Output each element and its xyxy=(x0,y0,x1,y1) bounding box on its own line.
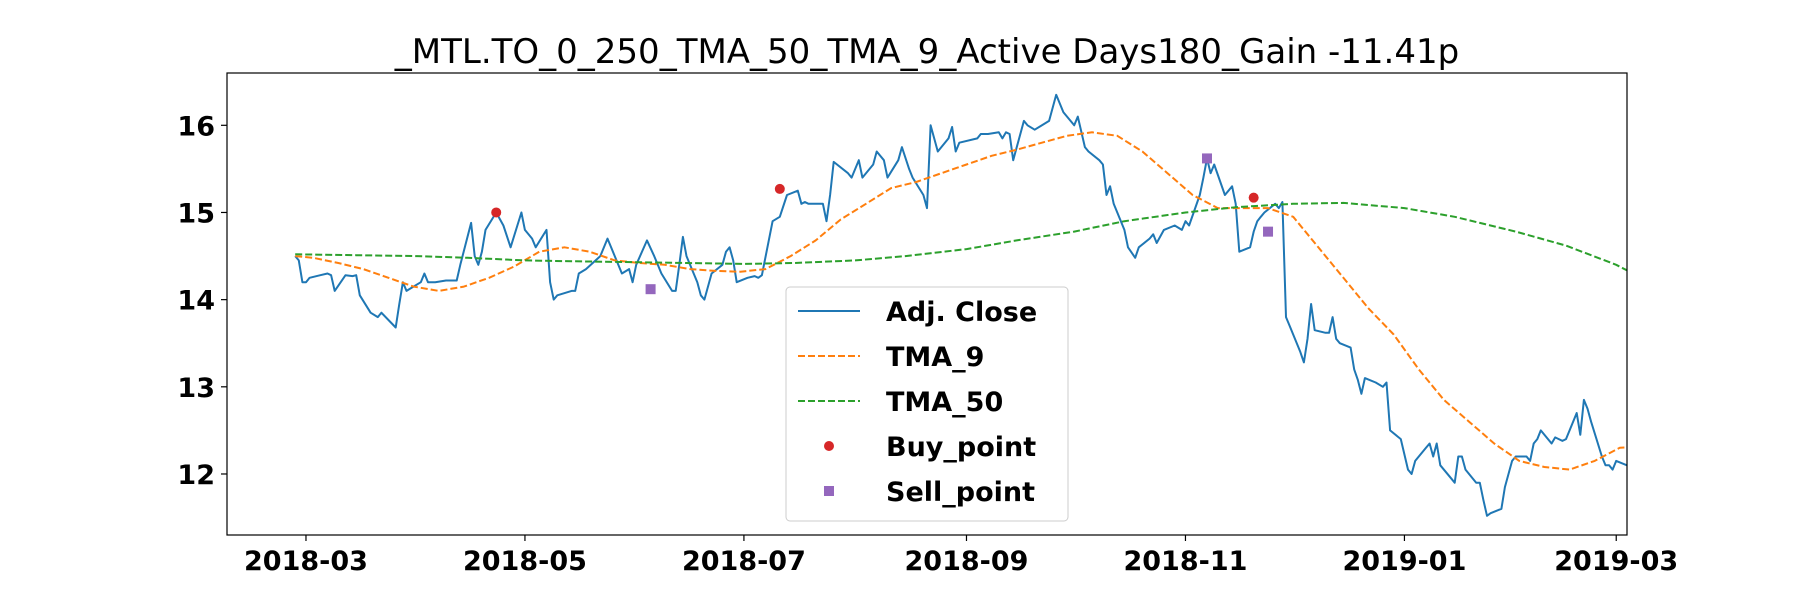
y-tick-label: 16 xyxy=(177,111,215,142)
chart-title: _MTL.TO_0_250_TMA_50_TMA_9_Active Days18… xyxy=(394,32,1459,72)
x-tick-label: 2019-01 xyxy=(1342,546,1466,577)
plot-area xyxy=(294,93,1627,517)
legend-box xyxy=(785,286,1069,522)
x-tick-label: 2018-03 xyxy=(244,546,368,577)
series-line-adj-close xyxy=(294,93,1627,517)
legend-label-adj-close: Adj. Close xyxy=(886,297,1037,328)
x-tick-label: 2018-07 xyxy=(682,546,806,577)
buy-point-marker xyxy=(1248,192,1259,203)
series-line-tma-9 xyxy=(295,131,1627,471)
axes: 12 13 14 15 16 2018-03 2018-05 2018-07 2018-09 20… xyxy=(177,72,1678,577)
legend-label-tma-9: TMA_9 xyxy=(886,342,984,373)
series-line-tma-50 xyxy=(295,201,1627,272)
x-tick-label: 2019-03 xyxy=(1554,546,1678,577)
sell-point-marker xyxy=(645,284,656,295)
legend-label-sell-point: Sell_point xyxy=(886,477,1035,508)
legend-label-tma-50: TMA_50 xyxy=(886,387,1003,418)
buy-point-marker xyxy=(491,207,502,218)
x-tick-label: 2018-09 xyxy=(905,546,1029,577)
plot-frame xyxy=(226,72,1628,536)
x-tick-label: 2018-11 xyxy=(1123,546,1247,577)
x-tick-label: 2018-05 xyxy=(463,546,587,577)
legend-label-buy-point: Buy_point xyxy=(886,432,1036,463)
legend: Adj. Close TMA_9 TMA_50 Buy_point Sell_point xyxy=(785,286,1069,522)
sell-point-marker xyxy=(1202,153,1212,164)
buy-point-marker xyxy=(774,183,785,194)
y-tick-label: 13 xyxy=(177,373,215,404)
y-tick-label: 14 xyxy=(177,286,215,317)
legend-swatch-buy-point xyxy=(824,441,834,451)
legend-swatch-sell-point xyxy=(824,486,834,496)
sell-point-marker xyxy=(1263,226,1274,237)
y-tick-label: 15 xyxy=(177,198,215,229)
y-tick-label: 12 xyxy=(177,460,215,491)
